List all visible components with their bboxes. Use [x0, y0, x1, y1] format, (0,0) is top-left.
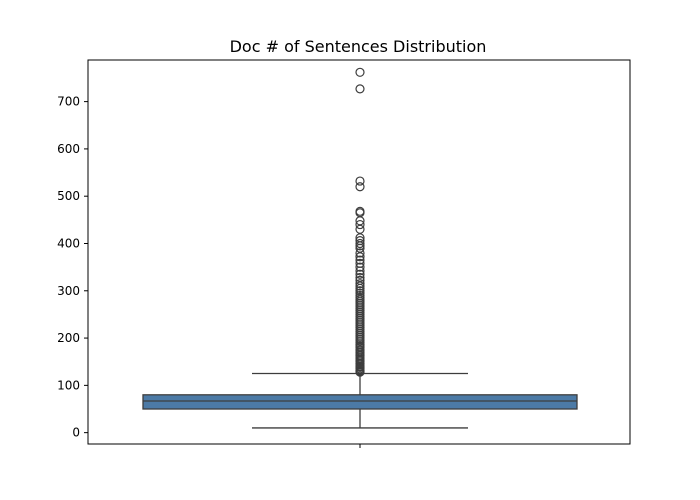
outlier-point	[355, 279, 365, 289]
y-tick-label: 100	[57, 378, 80, 392]
chart-title: Doc # of Sentences Distribution	[230, 37, 487, 56]
outlier-point	[355, 206, 365, 216]
iqr-box	[142, 394, 578, 410]
plot-frame	[87, 59, 631, 445]
outlier-point	[355, 262, 365, 272]
outlier-point	[355, 219, 365, 230]
outlier-point	[355, 67, 365, 77]
outlier-point	[355, 182, 365, 192]
outlier-point	[355, 288, 365, 298]
y-tick-label: 400	[57, 236, 80, 250]
outlier-point	[355, 290, 365, 301]
y-tick-label: 600	[57, 142, 80, 156]
outlier-point	[355, 258, 365, 268]
y-tick-label: 0	[72, 426, 80, 440]
y-tick-label: 500	[57, 189, 80, 203]
outlier-point	[355, 176, 365, 186]
outlier-point	[355, 238, 365, 249]
outlier-point	[355, 236, 365, 246]
outlier-point	[355, 272, 365, 283]
y-tick-label: 700	[57, 95, 80, 109]
y-tick-label: 200	[57, 331, 80, 345]
y-tick-label: 300	[57, 284, 80, 298]
outlier-point	[355, 248, 365, 258]
outlier-point	[355, 269, 365, 279]
outlier-point	[355, 275, 365, 285]
outlier-point	[355, 84, 365, 94]
outlier-point	[355, 286, 365, 296]
outlier-point	[355, 255, 365, 265]
